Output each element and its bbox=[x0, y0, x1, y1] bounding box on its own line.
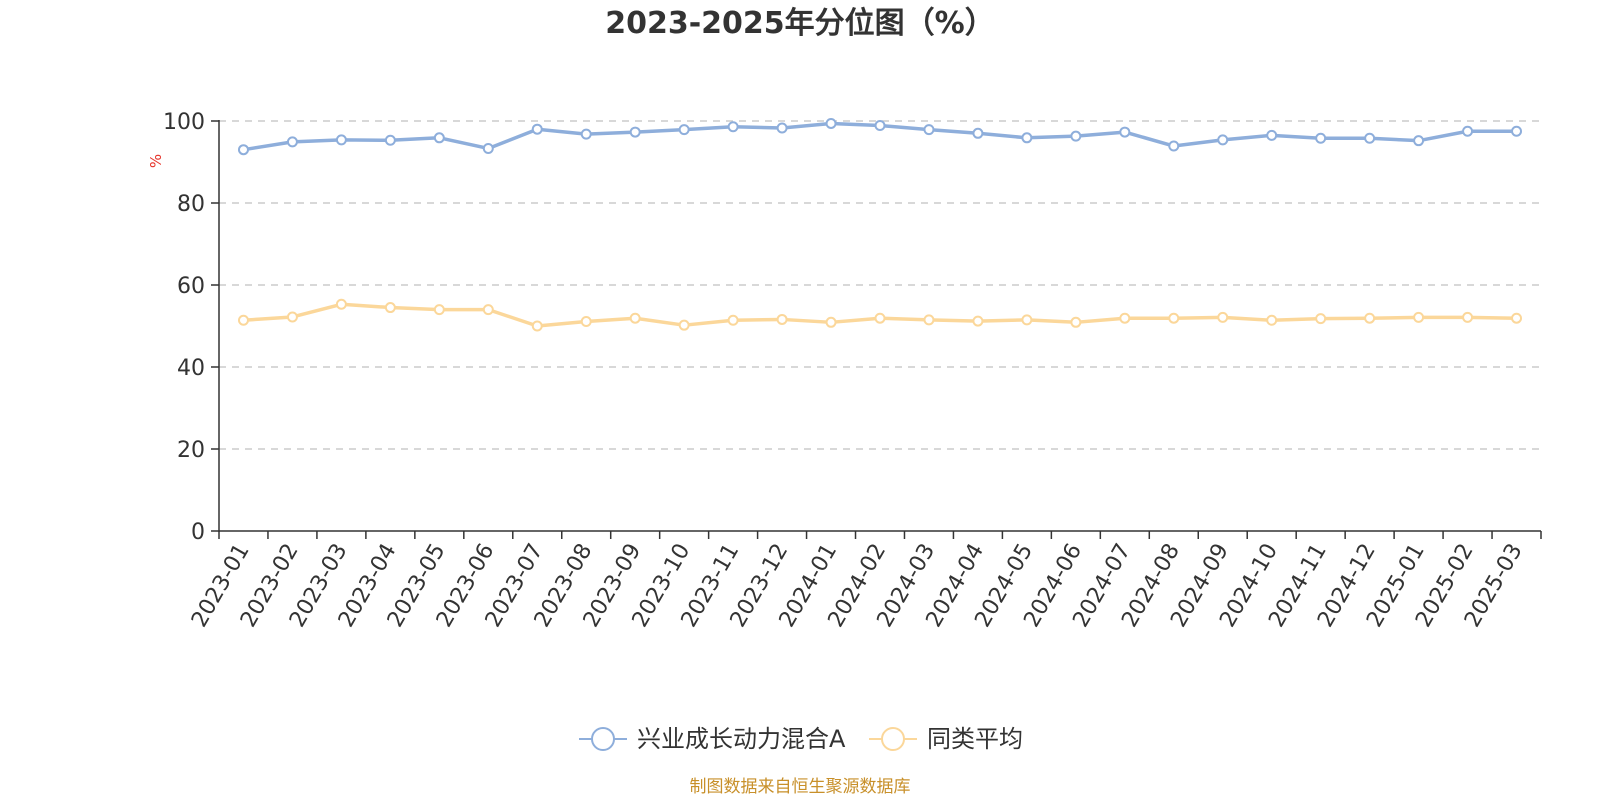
data-point bbox=[580, 128, 592, 140]
data-point bbox=[1511, 125, 1523, 137]
chart-title: 2023-2025年分位图（%） bbox=[605, 6, 995, 41]
data-point bbox=[580, 315, 592, 327]
y-tick-label: 80 bbox=[177, 192, 205, 217]
data-point bbox=[972, 315, 984, 327]
data-point bbox=[1119, 126, 1131, 138]
data-point bbox=[825, 117, 837, 129]
data-point bbox=[727, 121, 739, 133]
data-point bbox=[335, 134, 347, 146]
data-point bbox=[776, 313, 788, 325]
data-point bbox=[629, 312, 641, 324]
data-point bbox=[1021, 132, 1033, 144]
data-point bbox=[776, 122, 788, 134]
data-point bbox=[1119, 312, 1131, 324]
data-point bbox=[727, 314, 739, 326]
data-point bbox=[1168, 140, 1180, 152]
legend-item-1[interactable]: 兴业成长动力混合A bbox=[579, 725, 846, 753]
data-point bbox=[1413, 135, 1425, 147]
y-tick-label: 40 bbox=[177, 356, 205, 381]
data-point bbox=[1021, 314, 1033, 326]
data-point bbox=[531, 320, 543, 332]
data-point bbox=[678, 124, 690, 136]
legend-marker-icon bbox=[591, 727, 615, 751]
x-axis-ticks: 2023-012023-022023-032023-042023-052023-… bbox=[187, 539, 1528, 631]
data-point bbox=[1462, 125, 1474, 137]
data-point bbox=[1315, 313, 1327, 325]
legend-label: 同类平均 bbox=[927, 725, 1023, 753]
series-2 bbox=[237, 298, 1523, 332]
y-tick-label: 60 bbox=[177, 274, 205, 299]
axes bbox=[211, 120, 1542, 539]
y-tick-label: 100 bbox=[163, 110, 205, 135]
data-point bbox=[1364, 312, 1376, 324]
legend-item-2[interactable]: 同类平均 bbox=[869, 725, 1023, 753]
legend[interactable]: 兴业成长动力混合A 同类平均 bbox=[579, 725, 1023, 753]
data-point bbox=[1070, 316, 1082, 328]
data-point bbox=[1413, 311, 1425, 323]
data-point bbox=[1462, 311, 1474, 323]
data-point bbox=[1070, 130, 1082, 142]
data-point bbox=[972, 127, 984, 139]
y-axis-ticks: 0 20 40 60 80 100 bbox=[163, 110, 205, 545]
data-source-note: 制图数据来自恒生聚源数据库 bbox=[690, 777, 911, 797]
legend-label: 兴业成长动力混合A bbox=[637, 725, 846, 753]
data-point bbox=[923, 124, 935, 136]
series-1 bbox=[237, 117, 1523, 156]
data-point bbox=[531, 123, 543, 135]
data-point bbox=[1266, 314, 1278, 326]
data-point bbox=[1364, 132, 1376, 144]
data-point bbox=[286, 136, 298, 148]
y-axis-label: % bbox=[147, 154, 165, 168]
data-point bbox=[1315, 132, 1327, 144]
data-point bbox=[335, 298, 347, 310]
data-point bbox=[1168, 312, 1180, 324]
data-point bbox=[384, 134, 396, 146]
data-point bbox=[384, 302, 396, 314]
data-point bbox=[237, 314, 249, 326]
data-point bbox=[1217, 311, 1229, 323]
data-point bbox=[629, 126, 641, 138]
data-point bbox=[1217, 134, 1229, 146]
data-point bbox=[923, 314, 935, 326]
y-tick-label: 20 bbox=[177, 438, 205, 463]
data-point bbox=[433, 132, 445, 144]
legend-marker-icon bbox=[881, 727, 905, 751]
data-point bbox=[237, 144, 249, 156]
data-point bbox=[286, 311, 298, 323]
grid-lines bbox=[219, 120, 1541, 450]
data-point bbox=[482, 142, 494, 154]
data-point bbox=[874, 120, 886, 132]
data-point bbox=[1511, 312, 1523, 324]
data-point bbox=[678, 319, 690, 331]
y-tick-label: 0 bbox=[191, 520, 205, 545]
data-point bbox=[433, 304, 445, 316]
series-group bbox=[237, 117, 1523, 332]
data-point bbox=[825, 316, 837, 328]
data-point bbox=[874, 312, 886, 324]
data-point bbox=[1266, 129, 1278, 141]
data-point bbox=[482, 304, 494, 316]
